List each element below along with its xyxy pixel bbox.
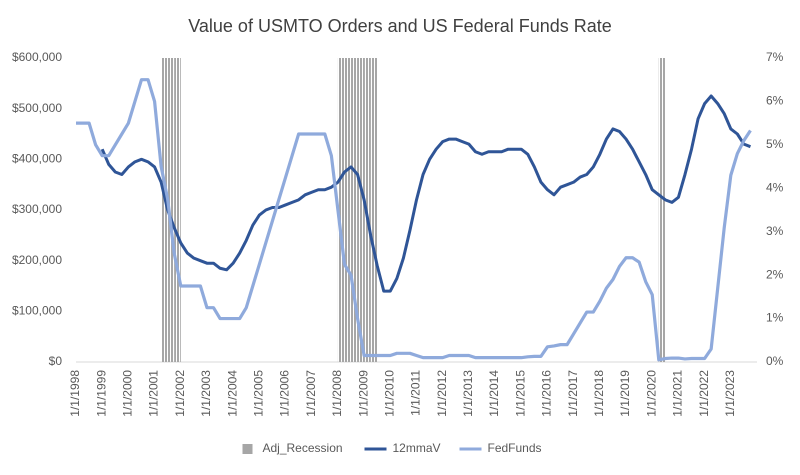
- x-tick-label: 1/1/2010: [382, 370, 396, 417]
- x-tick-label: 1/1/2015: [513, 370, 527, 417]
- recession-bar: [167, 58, 175, 362]
- series-line: [100, 94, 751, 293]
- x-tick-label: 1/1/2000: [121, 370, 135, 417]
- y2-tick-label: 0%: [766, 354, 784, 368]
- x-tick-label: 1/1/2014: [487, 370, 501, 417]
- recession-bar: [344, 58, 352, 362]
- y-tick-label: $400,000: [12, 152, 62, 166]
- x-tick-label: 1/1/2012: [435, 370, 449, 417]
- recession-bar: [174, 58, 181, 362]
- y2-tick-label: 1%: [766, 311, 784, 325]
- recession-bar: [357, 58, 365, 362]
- x-tick-label: 1/1/2021: [671, 370, 685, 417]
- chart-title: Value of USMTO Orders and US Federal Fun…: [188, 16, 612, 36]
- y-tick-label: $200,000: [12, 253, 62, 267]
- y2-tick-label: 3%: [766, 224, 784, 238]
- y-tick-label: $600,000: [12, 50, 62, 64]
- x-tick-label: 1/1/2011: [409, 370, 423, 416]
- recession-bar: [161, 58, 168, 362]
- x-tick-label: 1/1/2019: [618, 370, 632, 417]
- recession-bar: [351, 58, 358, 362]
- legend-label: 12mmaV: [393, 441, 441, 455]
- y2-tick-label: 2%: [766, 267, 784, 281]
- x-tick-label: 1/1/2017: [566, 370, 580, 417]
- y2-tick-label: 6%: [766, 94, 784, 108]
- legend-label: Adj_Recession: [263, 441, 343, 455]
- x-tick-label: 1/1/2016: [540, 370, 554, 417]
- x-tick-label: 1/1/2022: [697, 370, 711, 417]
- x-tick-label: 1/1/2004: [225, 370, 239, 417]
- x-tick-label: 1/1/2020: [644, 370, 658, 417]
- legend-label: FedFunds: [488, 441, 542, 455]
- y-tick-label: $300,000: [12, 202, 62, 216]
- x-tick-label: 1/1/2009: [356, 370, 370, 417]
- y-tick-label: $100,000: [12, 304, 62, 318]
- y-tick-label: $0: [49, 354, 63, 368]
- x-tick-label: 1/1/2003: [199, 370, 213, 417]
- y2-tick-label: 5%: [766, 137, 784, 151]
- x-tick-label: 1/1/2007: [304, 370, 318, 417]
- y2-tick-label: 7%: [766, 50, 784, 64]
- x-tick-label: 1/1/2006: [278, 370, 292, 417]
- y2-tick-label: 4%: [766, 180, 784, 194]
- x-tick-label: 1/1/1998: [68, 370, 82, 417]
- x-tick-label: 1/1/2002: [173, 370, 187, 417]
- legend-swatch: [242, 444, 253, 454]
- x-tick-label: 1/1/2018: [592, 370, 606, 417]
- x-tick-label: 1/1/2013: [461, 370, 475, 417]
- series-line: [76, 78, 752, 362]
- x-tick-label: 1/1/2001: [147, 370, 161, 417]
- x-tick-label: 1/1/2005: [252, 370, 266, 417]
- y-tick-label: $500,000: [12, 101, 62, 115]
- x-tick-label: 1/1/2008: [330, 370, 344, 417]
- x-tick-label: 1/1/2023: [723, 370, 737, 417]
- recession-bar: [370, 58, 378, 362]
- recession-bar: [337, 58, 345, 362]
- x-tick-label: 1/1/1999: [94, 370, 108, 417]
- recession-bar: [658, 58, 666, 362]
